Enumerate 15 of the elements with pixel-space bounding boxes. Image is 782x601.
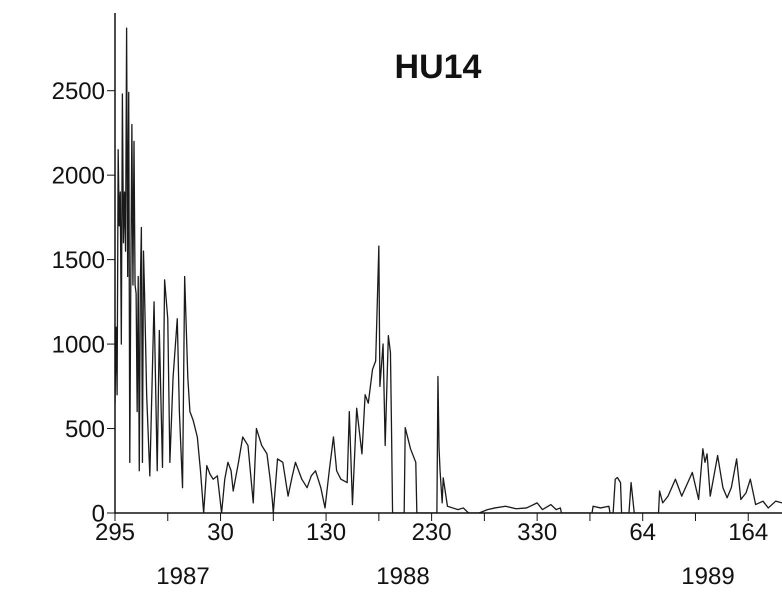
x-tick-label: 164 bbox=[728, 519, 768, 546]
text: 1989 bbox=[680, 563, 736, 591]
y-tick-label: 1500 bbox=[52, 247, 105, 274]
y-tick-label: 2000 bbox=[52, 162, 105, 190]
y-tick-label: 1000 bbox=[52, 332, 105, 359]
x-tick-label: 330 bbox=[517, 519, 558, 546]
text: HU14 bbox=[394, 48, 482, 87]
x-tick-label: 64 bbox=[629, 519, 656, 546]
y-tick-label: 2500 bbox=[52, 78, 105, 106]
x-tick-label: 230 bbox=[412, 519, 452, 546]
text: 1988 bbox=[375, 563, 431, 591]
x-tick-label: 130 bbox=[306, 519, 346, 546]
text: 1987 bbox=[155, 563, 211, 591]
x-tick-label: 30 bbox=[207, 519, 234, 546]
y-tick-label: 500 bbox=[64, 416, 105, 444]
